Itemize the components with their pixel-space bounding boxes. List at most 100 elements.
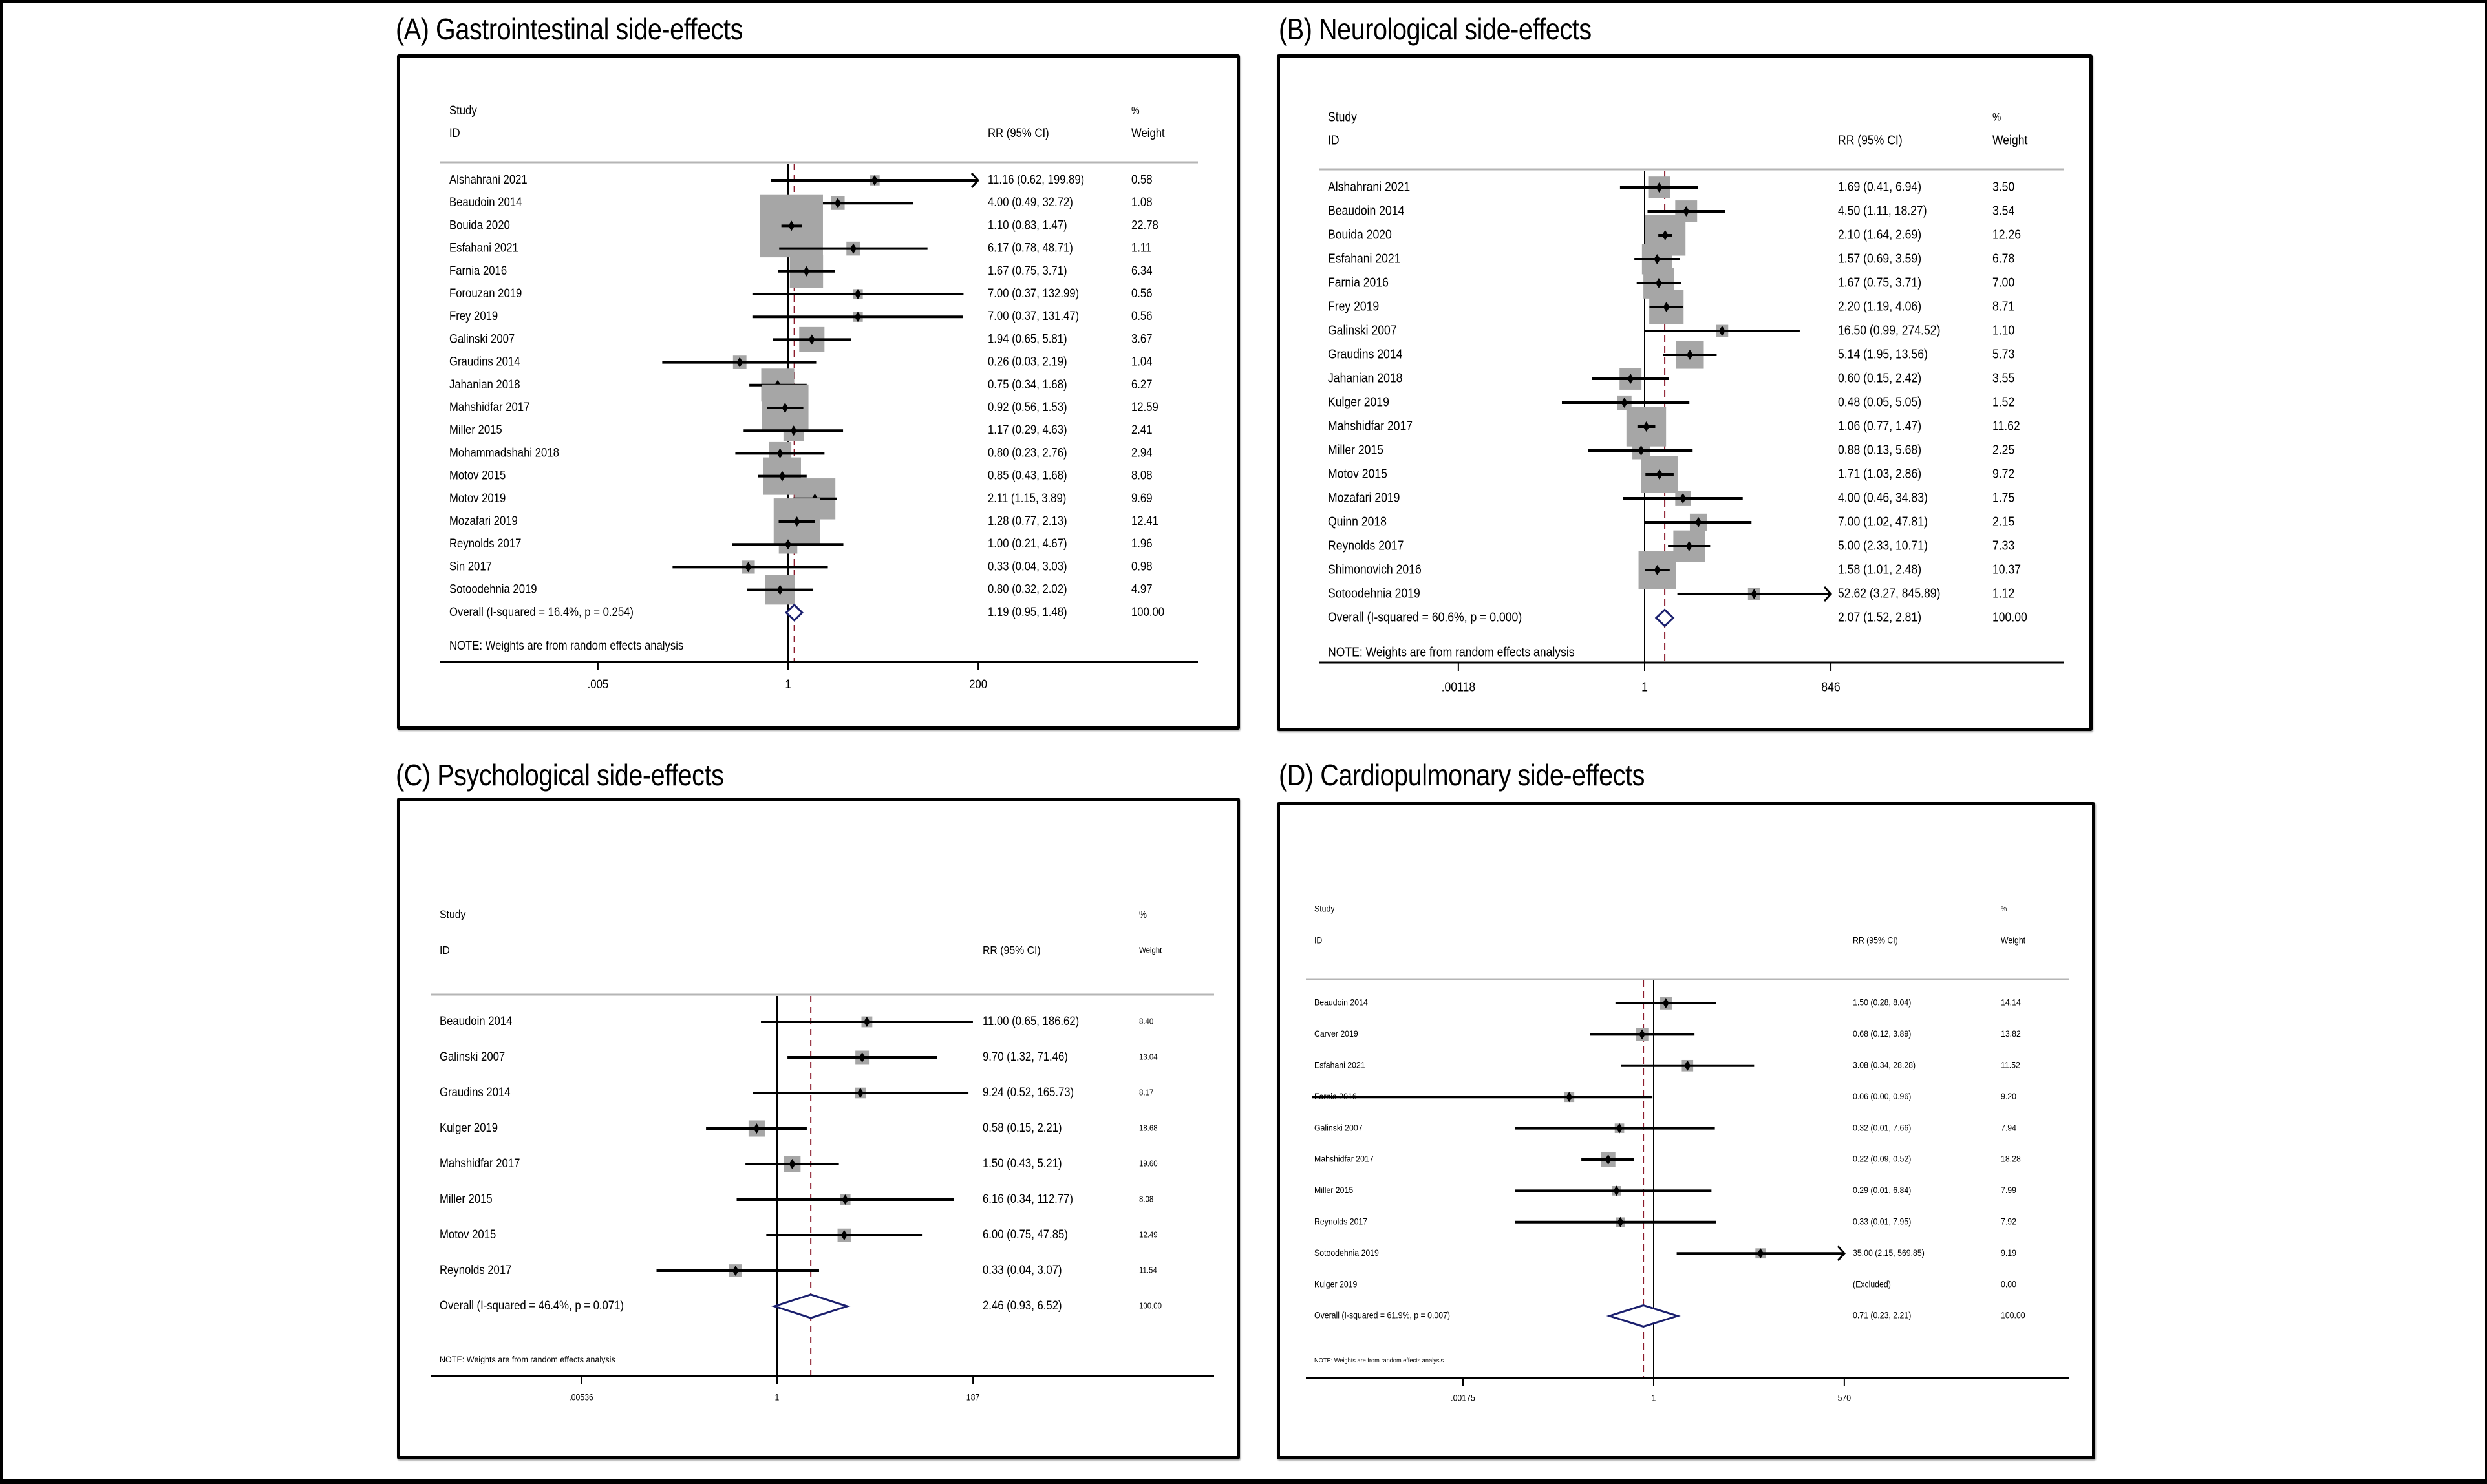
study-weight: 12.59 [1131, 400, 1158, 414]
study-label: Sotoodehnia 2019 [1328, 586, 1420, 600]
point-estimate [776, 584, 784, 595]
study-rr-ci: 0.88 (0.13, 5.68) [1838, 442, 1921, 456]
study-row: Farnia 2016 1.67 (0.75, 3.71) 6.34 [449, 255, 1153, 288]
overall-rr-ci: 2.46 (0.93, 6.52) [983, 1298, 1062, 1312]
study-label: Mahshidfar 2017 [1314, 1154, 1374, 1164]
point-estimate [1751, 589, 1758, 599]
study-rr-ci: 6.16 (0.34, 112.77) [983, 1192, 1073, 1205]
overall-weight: 100.00 [1139, 1301, 1162, 1311]
study-label: Quinn 2018 [1328, 514, 1387, 528]
header-weight: Weight [2001, 935, 2025, 946]
study-row: Sin 2017 0.33 (0.04, 3.03) 0.98 [449, 559, 1153, 574]
point-estimate [736, 357, 743, 368]
study-weight: 0.56 [1131, 286, 1153, 300]
point-estimate [1638, 445, 1645, 456]
study-row: Kulger 2019 0.48 (0.05, 5.05) 1.52 [1328, 394, 2014, 410]
point-estimate [1695, 517, 1702, 527]
point-estimate [840, 1230, 848, 1240]
study-row: Alshahrani 2021 1.69 (0.41, 6.94) 3.50 [1328, 176, 2014, 198]
panel-frame-c [397, 798, 1240, 1459]
header-study: Study [1314, 904, 1335, 914]
study-rr-ci: 1.50 (0.43, 5.21) [983, 1156, 1062, 1170]
overall-rr-ci: 2.07 (1.52, 2.81) [1838, 610, 1921, 624]
study-row: Kulger 2019 0.58 (0.15, 2.21) 18.68 [440, 1120, 1158, 1137]
study-label: Kulger 2019 [1328, 394, 1389, 408]
study-label: Beaudoin 2014 [1328, 203, 1404, 217]
study-weight: 0.00 [2001, 1279, 2016, 1289]
study-rr-ci: 7.00 (0.37, 131.47) [988, 309, 1079, 323]
forest-plot-a: Study ID RR (95% CI)% Weight Alshahrani 2021… [440, 103, 1198, 691]
study-label: Galinski 2007 [440, 1050, 505, 1063]
study-rr-ci: 0.22 (0.09, 0.52) [1853, 1154, 1911, 1164]
study-weight: 5.73 [1992, 346, 2014, 361]
study-weight: 13.82 [2001, 1028, 2021, 1039]
point-estimate [1661, 230, 1669, 240]
study-rr-ci: 2.11 (1.15, 3.89) [988, 491, 1066, 505]
x-tick-label: 846 [1821, 679, 1840, 694]
note-text: NOTE: Weights are from random effects an… [449, 639, 683, 652]
study-label: Motov 2015 [1328, 466, 1387, 480]
study-weight: 9.20 [2001, 1091, 2016, 1101]
point-estimate [808, 334, 815, 345]
study-label: Graudins 2014 [440, 1085, 511, 1099]
study-row: Bouida 2020 1.10 (0.83, 1.47) 22.78 [449, 194, 1158, 258]
study-label: Alshahrani 2021 [449, 173, 528, 186]
study-weight: 10.37 [1992, 562, 2021, 576]
point-estimate [1654, 565, 1661, 575]
panel-title-d: (D) Cardiopulmonary side-effects [1279, 758, 1645, 792]
point-estimate [1627, 374, 1634, 384]
x-tick-label: 200 [969, 677, 987, 691]
point-estimate [778, 471, 785, 482]
study-weight: 7.33 [1992, 538, 2014, 552]
study-row: Galinski 2007 1.94 (0.65, 5.81) 3.67 [449, 326, 1153, 352]
header-study: Study [1328, 109, 1358, 123]
study-row: Reynolds 2017 0.33 (0.01, 7.95) 7.92 [1314, 1216, 2016, 1227]
point-estimate [1680, 493, 1687, 504]
study-label: Miller 2015 [449, 423, 502, 436]
study-rr-ci: 52.62 (3.27, 845.89) [1838, 586, 1940, 600]
study-rr-ci: 0.06 (0.00, 0.96) [1853, 1091, 1911, 1101]
study-label: Miller 2015 [1328, 442, 1383, 456]
x-tick-label: 187 [966, 1392, 980, 1403]
point-estimate [785, 539, 791, 550]
point-estimate [834, 198, 841, 209]
point-estimate [1617, 1216, 1624, 1227]
forest-plot-b: Study ID RR (95% CI)% Weight Alshahrani 2021… [1319, 109, 2064, 694]
point-estimate [1662, 998, 1669, 1008]
study-weight: 3.50 [1992, 179, 2014, 193]
overall-rr-ci: 0.71 (0.23, 2.21) [1853, 1310, 1911, 1320]
study-label: Galinski 2007 [1328, 323, 1397, 337]
study-label: Galinski 2007 [449, 332, 515, 345]
panel-title-a: (A) Gastrointestinal side-effects [396, 12, 743, 46]
study-row: Reynolds 2017 5.00 (2.33, 10.71) 7.33 [1328, 530, 2014, 562]
point-estimate [1613, 1185, 1620, 1196]
study-weight: 13.04 [1139, 1052, 1158, 1062]
study-label: Sotoodehnia 2019 [449, 582, 537, 596]
study-weight: 18.68 [1139, 1123, 1158, 1133]
study-rr-ci: 0.80 (0.32, 2.02) [988, 582, 1067, 596]
study-label: Mozafari 2019 [1328, 490, 1400, 504]
study-label: Reynolds 2017 [440, 1263, 511, 1277]
point-estimate [790, 425, 797, 436]
forest-plot-d: Study ID RR (95% CI)% Weight Beaudoin 2014 1.… [1306, 904, 2069, 1403]
study-row: Esfahani 2021 1.57 (0.69, 3.59) 6.78 [1328, 244, 2014, 275]
study-row: Esfahani 2021 3.08 (0.34, 28.28) 11.52 [1314, 1060, 2020, 1072]
header-weight-pct: % [1139, 909, 1147, 920]
study-rr-ci: 7.00 (1.02, 47.81) [1838, 514, 1928, 528]
panel-title-c: (C) Psychological side-effects [396, 758, 724, 792]
study-row: Mahshidfar 2017 1.06 (0.77, 1.47) 11.62 [1328, 407, 2020, 447]
study-weight: 1.75 [1992, 490, 2014, 504]
study-weight: 8.40 [1139, 1017, 1153, 1026]
study-rr-ci: 9.24 (0.52, 165.73) [983, 1085, 1074, 1099]
pooled-diamond [771, 1293, 851, 1319]
header-effect: RR (95% CI) [988, 126, 1049, 140]
study-weight: 2.41 [1131, 423, 1153, 436]
point-estimate [1685, 541, 1692, 551]
study-weight: 18.28 [2001, 1154, 2021, 1164]
study-weight: 6.78 [1992, 251, 2014, 265]
study-row: Sotoodehnia 2019 0.80 (0.32, 2.02) 4.97 [449, 575, 1153, 605]
study-row: Sotoodehnia 2019 35.00 (2.15, 569.85) 9.19 [1314, 1246, 2016, 1262]
study-rr-ci: 4.50 (1.11, 18.27) [1838, 203, 1927, 217]
study-row: Carver 2019 0.68 (0.12, 3.89) 13.82 [1314, 1028, 2021, 1041]
